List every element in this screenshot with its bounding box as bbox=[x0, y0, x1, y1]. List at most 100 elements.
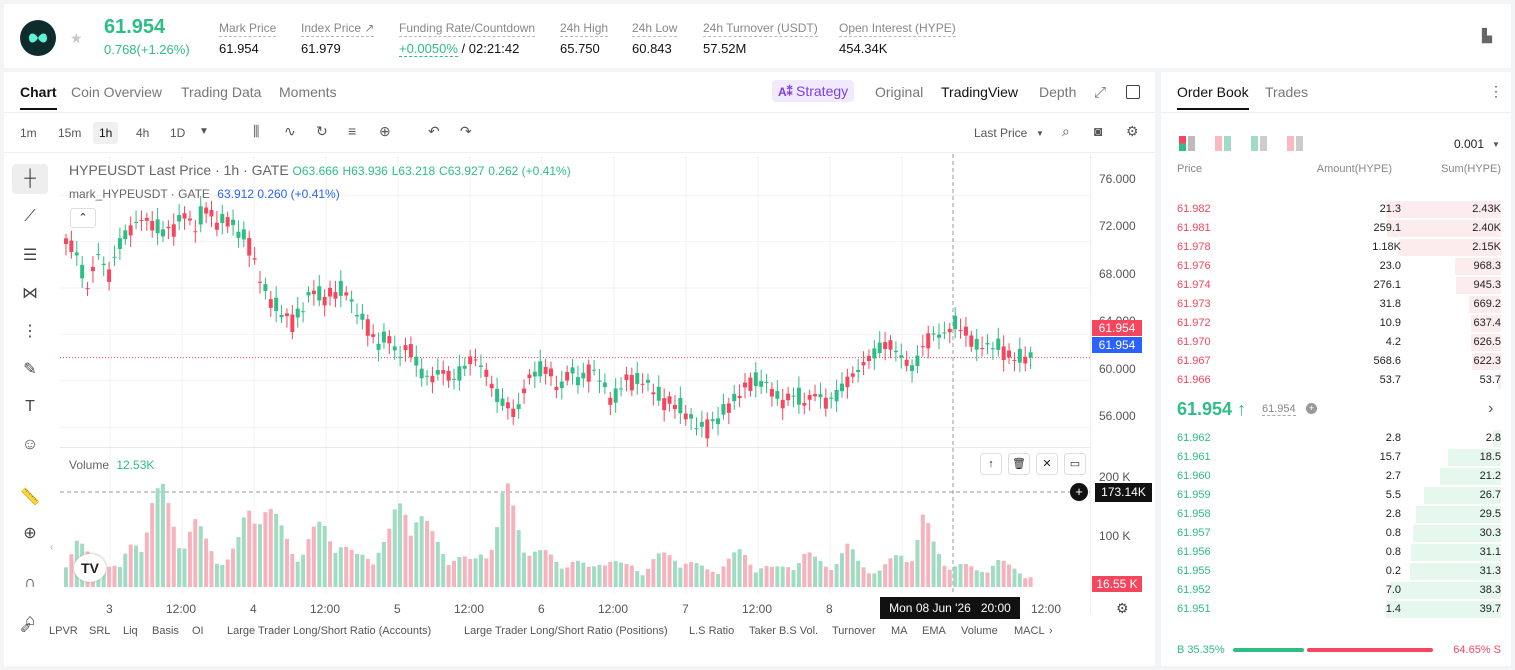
add-alert-icon[interactable]: ⊕ bbox=[379, 123, 391, 139]
magnet-icon[interactable]: ∩ bbox=[24, 574, 36, 591]
bid-row[interactable]: 61.952 7.0 38.3 bbox=[1161, 581, 1511, 600]
collapse-legend-button[interactable]: ⌃ bbox=[70, 208, 96, 228]
tab-tradingview[interactable]: TradingView bbox=[941, 84, 1019, 100]
forecast-icon[interactable]: ⋮ bbox=[22, 323, 38, 340]
ask-row[interactable]: 61.970 4.2 626.5 bbox=[1161, 333, 1511, 352]
indicator-tab[interactable]: Large Trader Long/Short Ratio (Accounts) bbox=[227, 625, 432, 637]
tab-moments[interactable]: Moments bbox=[279, 84, 337, 100]
undo-icon[interactable]: ↶ bbox=[428, 123, 440, 139]
ask-row[interactable]: 61.978 1.18K 2.15K bbox=[1161, 238, 1511, 257]
pattern-icon[interactable]: ⋈ bbox=[22, 285, 38, 302]
indicator-tab[interactable]: Taker B.S Vol. bbox=[749, 625, 819, 637]
bid-row[interactable]: 61.951 1.4 39.7 bbox=[1161, 600, 1511, 619]
search-icon[interactable]: ⌕ bbox=[1062, 123, 1070, 139]
tab-order-book[interactable]: Order Book bbox=[1177, 84, 1249, 110]
chevron-down-icon[interactable]: ▼ bbox=[1036, 129, 1044, 138]
layout-both-icon[interactable] bbox=[1179, 136, 1195, 151]
candles-icon[interactable]: ⫼ bbox=[253, 123, 260, 139]
zoom-icon[interactable]: ⊕ bbox=[23, 525, 37, 542]
chevron-down-icon[interactable]: ▼ bbox=[199, 126, 209, 137]
ask-row[interactable]: 61.981 259.1 2.40K bbox=[1161, 219, 1511, 238]
indicator-tab[interactable]: Basis bbox=[152, 625, 179, 637]
layout-bids-icon[interactable] bbox=[1251, 136, 1267, 151]
arrow-up-icon[interactable]: ↑ bbox=[980, 453, 1002, 475]
scroll-left-icon[interactable]: ‹ bbox=[50, 542, 54, 553]
emoji-icon[interactable]: ☺ bbox=[21, 436, 39, 453]
tab-trading-data[interactable]: Trading Data bbox=[181, 84, 262, 100]
bid-row[interactable]: 61.961 15.7 18.5 bbox=[1161, 448, 1511, 467]
delete-icon[interactable]: 🗑 bbox=[1008, 453, 1030, 475]
window-icon[interactable] bbox=[1126, 85, 1140, 99]
eraser-icon[interactable]: ✐ bbox=[20, 620, 32, 636]
ask-row[interactable]: 61.973 31.8 669.2 bbox=[1161, 295, 1511, 314]
gear-icon[interactable]: ⚙ bbox=[1126, 123, 1139, 139]
maximize-icon[interactable]: ▭ bbox=[1064, 453, 1086, 475]
strategy-button[interactable]: A⁑ Strategy bbox=[772, 80, 855, 102]
crosshair-icon[interactable]: ┼ bbox=[12, 164, 48, 194]
replay-icon[interactable]: ↻ bbox=[316, 123, 328, 139]
camera-icon[interactable]: ◙ bbox=[1094, 123, 1103, 139]
indicator-tab[interactable]: OI bbox=[192, 625, 204, 637]
bid-row[interactable]: 61.960 2.7 21.2 bbox=[1161, 467, 1511, 486]
chevron-right-icon[interactable]: › bbox=[1488, 400, 1494, 417]
templates-icon[interactable]: ≡ bbox=[348, 123, 357, 139]
indicator-tab[interactable]: Volume bbox=[961, 625, 998, 637]
fib-icon[interactable]: ☰ bbox=[22, 247, 38, 264]
interval-1h[interactable]: 1h bbox=[93, 122, 119, 144]
text-icon[interactable]: T bbox=[25, 398, 35, 415]
indicator-tab[interactable]: L.S Ratio bbox=[689, 625, 735, 637]
ask-row[interactable]: 61.967 568.6 622.3 bbox=[1161, 352, 1511, 371]
more-icon[interactable]: ⋮ bbox=[1489, 83, 1503, 99]
redo-icon[interactable]: ↷ bbox=[460, 123, 472, 139]
tab-trades[interactable]: Trades bbox=[1265, 84, 1309, 100]
ask-row[interactable]: 61.974 276.1 945.3 bbox=[1161, 276, 1511, 295]
chevron-right-icon[interactable]: › bbox=[1049, 625, 1053, 637]
info-icon[interactable]: + bbox=[1306, 403, 1317, 414]
bid-row[interactable]: 61.959 5.5 26.7 bbox=[1161, 486, 1511, 505]
collapse-icon[interactable]: ✕ bbox=[1036, 453, 1058, 475]
ask-row[interactable]: 61.982 21.3 2.43K bbox=[1161, 200, 1511, 219]
favorite-star-icon[interactable]: ★ bbox=[70, 30, 83, 46]
price-type-select[interactable]: Last Price bbox=[974, 126, 1028, 140]
tab-coin-overview[interactable]: Coin Overview bbox=[71, 84, 163, 100]
bid-row[interactable]: 61.955 0.2 31.3 bbox=[1161, 562, 1511, 581]
indicator-tab[interactable]: Liq bbox=[123, 625, 138, 637]
tab-original[interactable]: Original bbox=[875, 84, 924, 100]
ask-row[interactable]: 61.972 10.9 637.4 bbox=[1161, 314, 1511, 333]
interval-1m[interactable]: 1m bbox=[20, 126, 37, 140]
indicator-tab[interactable]: LPVR bbox=[49, 625, 78, 637]
chevron-down-icon[interactable]: ▼ bbox=[1492, 140, 1500, 149]
notes-icon[interactable]: ▙ bbox=[1482, 28, 1492, 43]
indicator-tab[interactable]: Turnover bbox=[832, 625, 876, 637]
indicator-tab[interactable]: MACL bbox=[1014, 625, 1045, 637]
trendline-icon[interactable]: ⟋ bbox=[24, 208, 36, 225]
stat-index-price[interactable]: Index Price ↗ 61.979 bbox=[301, 21, 375, 56]
price-chart[interactable] bbox=[60, 154, 1095, 594]
layout-asks-icon[interactable] bbox=[1215, 136, 1231, 151]
interval-15m[interactable]: 15m bbox=[58, 126, 82, 140]
interval-1d[interactable]: 1D bbox=[170, 126, 186, 140]
add-plus-icon[interactable]: + bbox=[1070, 483, 1088, 501]
settings-gear-icon[interactable]: ⚙ bbox=[1116, 600, 1129, 616]
precision-select[interactable]: 0.001 bbox=[1454, 137, 1485, 151]
bid-row[interactable]: 61.958 2.8 29.5 bbox=[1161, 505, 1511, 524]
bid-row[interactable]: 61.957 0.8 30.3 bbox=[1161, 524, 1511, 543]
bid-row[interactable]: 61.956 0.8 31.1 bbox=[1161, 543, 1511, 562]
tradingview-logo[interactable]: TV bbox=[74, 554, 106, 582]
tab-depth[interactable]: Depth bbox=[1039, 84, 1077, 100]
brush-icon[interactable]: ✎ bbox=[23, 361, 37, 378]
bid-row[interactable]: 61.962 2.8 2.8 bbox=[1161, 429, 1511, 448]
layout-sell-icon[interactable] bbox=[1287, 136, 1303, 151]
indicator-tab[interactable]: MA bbox=[891, 625, 908, 637]
indicator-tab[interactable]: EMA bbox=[922, 625, 946, 637]
indicator-tab[interactable]: SRL bbox=[89, 625, 111, 637]
indicator-tab[interactable]: Large Trader Long/Short Ratio (Positions… bbox=[464, 625, 668, 637]
expand-icon[interactable]: ⤢ bbox=[1094, 84, 1107, 101]
ask-row[interactable]: 61.976 23.0 968.3 bbox=[1161, 257, 1511, 276]
ruler-icon[interactable]: 📏 bbox=[20, 489, 40, 506]
interval-4h[interactable]: 4h bbox=[136, 126, 150, 140]
tab-chart[interactable]: Chart bbox=[20, 84, 57, 110]
indicators-icon[interactable]: ∿ bbox=[284, 123, 296, 139]
lock-icon[interactable]: ⌂ bbox=[25, 612, 35, 629]
ask-row[interactable]: 61.966 53.7 53.7 bbox=[1161, 371, 1511, 390]
